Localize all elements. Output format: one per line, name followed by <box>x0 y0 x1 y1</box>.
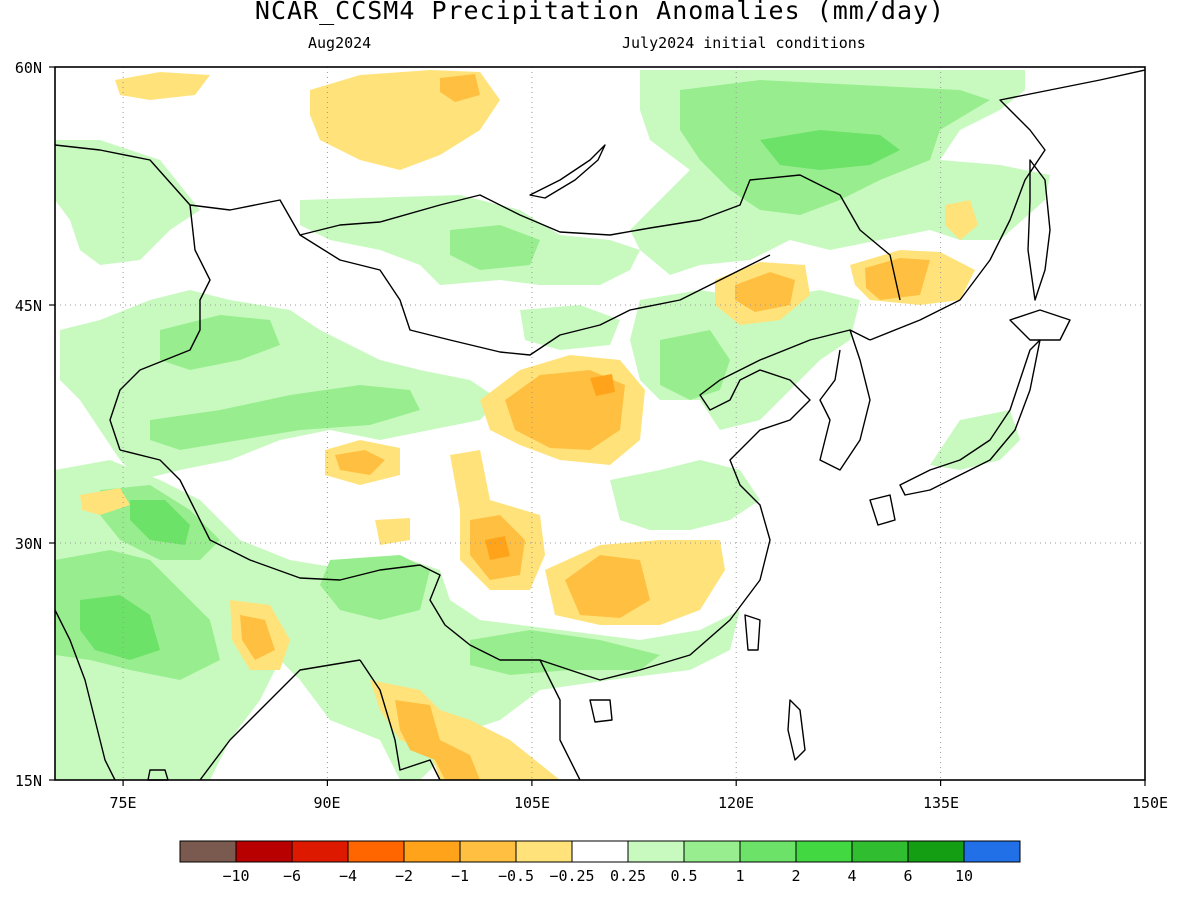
colorbar-swatch <box>459 840 517 863</box>
colorbar-label: −6 <box>283 867 301 885</box>
wet-anomaly-central-asia <box>55 140 200 265</box>
wet-anomaly-kazakh-core <box>160 315 280 370</box>
colorbar-swatch <box>683 840 741 863</box>
lon-tick-label: 75E <box>109 794 136 812</box>
coast-indochina <box>539 659 581 781</box>
colorbar-label: 6 <box>903 867 912 885</box>
lon-tick-label: 135E <box>923 794 959 812</box>
wet-anomaly-siberia-max <box>760 130 900 170</box>
island-japan-honshu <box>899 339 1041 496</box>
colorbar-swatch <box>571 840 629 863</box>
wet-anomaly-nepal <box>130 500 190 545</box>
wet-anomaly-tibet-core <box>150 385 420 450</box>
dry-anomaly-loess-max <box>590 374 615 396</box>
lat-tick-labels: 60N 45N 30N 15N <box>15 59 42 790</box>
wet-anomaly-india <box>55 460 740 780</box>
dry-anomaly-india-core <box>240 615 275 660</box>
dry-anomaly-kazakh-north <box>115 72 210 100</box>
coastlines-borders <box>54 69 1146 781</box>
lat-tick-label: 30N <box>15 535 42 553</box>
colorbar-swatch <box>627 840 685 863</box>
lake-baikal <box>529 144 606 199</box>
coast-india <box>54 609 116 781</box>
lat-tick-label: 60N <box>15 59 42 77</box>
colorbar-label: 10 <box>955 867 973 885</box>
dry-anomaly-pakistan <box>80 488 130 515</box>
colorbar-label: 2 <box>791 867 800 885</box>
lon-tick-label: 105E <box>514 794 550 812</box>
wet-anomaly-northern-china <box>520 305 620 350</box>
colorbar-swatch <box>739 840 797 863</box>
lon-tick-labels: 75E 90E 105E 120E 135E 150E <box>109 794 1168 812</box>
colorbar-swatch <box>515 840 573 863</box>
colorbar-label: 0.5 <box>670 867 697 885</box>
wet-anomaly-india-max <box>80 595 160 660</box>
colorbar-swatch <box>963 840 1021 863</box>
dry-anomaly-myanmar-core <box>395 700 480 780</box>
colorbar-label: −4 <box>339 867 357 885</box>
colorbar-swatch <box>347 840 405 863</box>
gridlines <box>55 67 1145 780</box>
colorbar-labels: −10 −6 −4 −2 −1 −0.5 −0.25 0.25 0.5 1 2 … <box>222 867 973 885</box>
colorbar-label: −0.5 <box>498 867 534 885</box>
colorbar-label: −0.25 <box>549 867 594 885</box>
axis-ticks <box>49 66 1146 786</box>
island-japan-kyushu <box>869 494 896 526</box>
island-philippines <box>787 699 806 761</box>
wet-anomaly-japan <box>930 410 1020 470</box>
border-mongolia-china <box>299 234 771 356</box>
colorbar-swatch <box>907 840 965 863</box>
wet-anomaly-korea-north <box>660 330 730 400</box>
lon-tick-label: 150E <box>1132 794 1168 812</box>
colorbar-label: −10 <box>222 867 249 885</box>
colorbar-swatch <box>795 840 853 863</box>
colorbar-swatch <box>851 840 909 863</box>
colorbar-swatch <box>179 840 237 863</box>
anomaly-field <box>55 70 1050 780</box>
border-russia-mongolia <box>54 144 901 301</box>
colorbar-label: 1 <box>735 867 744 885</box>
dry-anomaly-manchuria-core <box>865 258 930 300</box>
dry-anomaly-sichuan-max <box>485 536 510 560</box>
initial-conditions-label: July2024 initial conditions <box>622 34 866 52</box>
colorbar-swatch <box>403 840 461 863</box>
forecast-month: Aug2024 <box>308 34 372 52</box>
lon-tick-label: 120E <box>718 794 754 812</box>
wet-anomaly-bengal <box>320 555 430 620</box>
border-himalaya <box>119 449 571 671</box>
lon-tick-label: 90E <box>313 794 340 812</box>
coast-far-east <box>869 69 1146 341</box>
dry-anomaly-northwest-core <box>440 74 480 102</box>
coast-korea <box>819 329 871 471</box>
colorbar-swatch <box>235 840 293 863</box>
plot-frame <box>54 66 1146 781</box>
colorbar <box>179 840 1021 863</box>
dry-anomaly-inner-mongolia-core <box>735 272 795 312</box>
lat-tick-label: 45N <box>15 297 42 315</box>
colorbar-label: −2 <box>395 867 413 885</box>
island-sakhalin <box>1027 159 1051 301</box>
island-taiwan <box>744 614 761 651</box>
border-west-china <box>109 204 211 451</box>
lat-tick-label: 15N <box>15 772 42 790</box>
island-hainan <box>589 699 613 723</box>
dry-anomaly-tibet-core <box>335 450 385 475</box>
wet-anomaly-southchina <box>470 630 660 675</box>
colorbar-label: 0.25 <box>610 867 646 885</box>
coast-india-east <box>199 659 361 781</box>
coast-china <box>569 329 871 681</box>
island-japan-hokkaido <box>1009 309 1071 341</box>
colorbar-label: 4 <box>847 867 856 885</box>
dry-anomaly-japan-north <box>945 200 978 240</box>
map-title: NCAR_CCSM4 Precipitation Anomalies (mm/d… <box>254 0 946 25</box>
colorbar-label: −1 <box>451 867 469 885</box>
coast-myanmar <box>359 659 441 781</box>
wet-anomaly-mongolia-core <box>450 225 540 270</box>
colorbar-swatch <box>291 840 349 863</box>
dry-anomaly-bhutan <box>375 518 410 545</box>
dry-anomaly-southeast-core <box>565 555 650 618</box>
wet-anomaly-yangtze <box>610 460 760 530</box>
